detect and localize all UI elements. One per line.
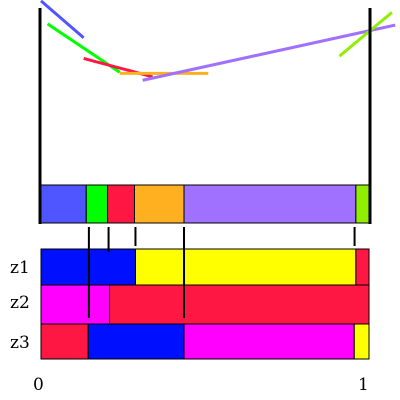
rows-panel xyxy=(40,248,370,360)
row-z3 xyxy=(40,323,370,360)
row-labels: z1 z2 z3 xyxy=(10,258,30,353)
envelope-red xyxy=(107,184,135,224)
axis-label-min: 0 xyxy=(33,375,44,395)
row-z3-segment-1 xyxy=(87,323,185,360)
row-z1-segment-1 xyxy=(134,248,357,286)
row-z3-segment-3 xyxy=(353,323,370,360)
row-z2-segment-1 xyxy=(109,284,370,325)
row-label-z3: z3 xyxy=(10,333,30,353)
dividers-layer xyxy=(87,227,356,318)
blue-line xyxy=(40,0,85,39)
upper-panel xyxy=(38,0,396,224)
row-label-z1: z1 xyxy=(10,258,30,278)
axis-label-max: 1 xyxy=(358,375,369,395)
row-z3-segment-2 xyxy=(183,323,355,360)
envelope-blue xyxy=(40,184,87,224)
row-label-z2: z2 xyxy=(10,293,30,313)
lime-line xyxy=(338,11,393,58)
row-z2 xyxy=(40,284,370,325)
axis-labels: 0 1 xyxy=(33,375,369,395)
envelope-lime xyxy=(355,184,370,224)
envelope-purple xyxy=(183,184,357,224)
row-z3-segment-0 xyxy=(40,323,89,360)
envelope-bar xyxy=(40,184,370,224)
row-z1-segment-2 xyxy=(355,248,370,286)
envelope-green xyxy=(85,184,109,224)
lines-layer xyxy=(40,0,396,82)
envelope-orange xyxy=(133,184,185,224)
purple-line xyxy=(142,23,396,82)
row-z1 xyxy=(40,248,370,286)
row-z2-segment-0 xyxy=(40,284,111,325)
